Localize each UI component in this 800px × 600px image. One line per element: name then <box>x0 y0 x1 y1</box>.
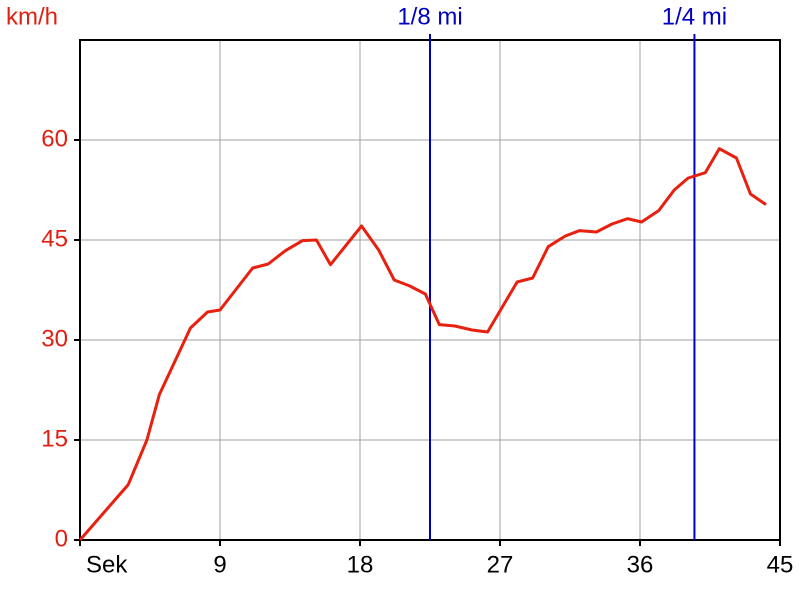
y-tick-label: 15 <box>41 425 68 452</box>
x-tick-label: 27 <box>487 551 514 578</box>
y-tick-label: 45 <box>41 225 68 252</box>
data-line <box>78 147 767 541</box>
y-tick-label: 0 <box>55 525 68 552</box>
x-tick-label: Sek <box>86 551 128 578</box>
y-tick-label: 30 <box>41 325 68 352</box>
marker-label: 1/4 mi <box>662 3 727 30</box>
x-tick-label: 45 <box>767 551 794 578</box>
y-tick-label: 60 <box>41 125 68 152</box>
marker-label: 1/8 mi <box>397 3 462 30</box>
y-axis-label: km/h <box>6 3 58 30</box>
x-tick-label: 9 <box>213 551 226 578</box>
x-tick-label: 18 <box>347 551 374 578</box>
x-tick-label: 36 <box>627 551 654 578</box>
